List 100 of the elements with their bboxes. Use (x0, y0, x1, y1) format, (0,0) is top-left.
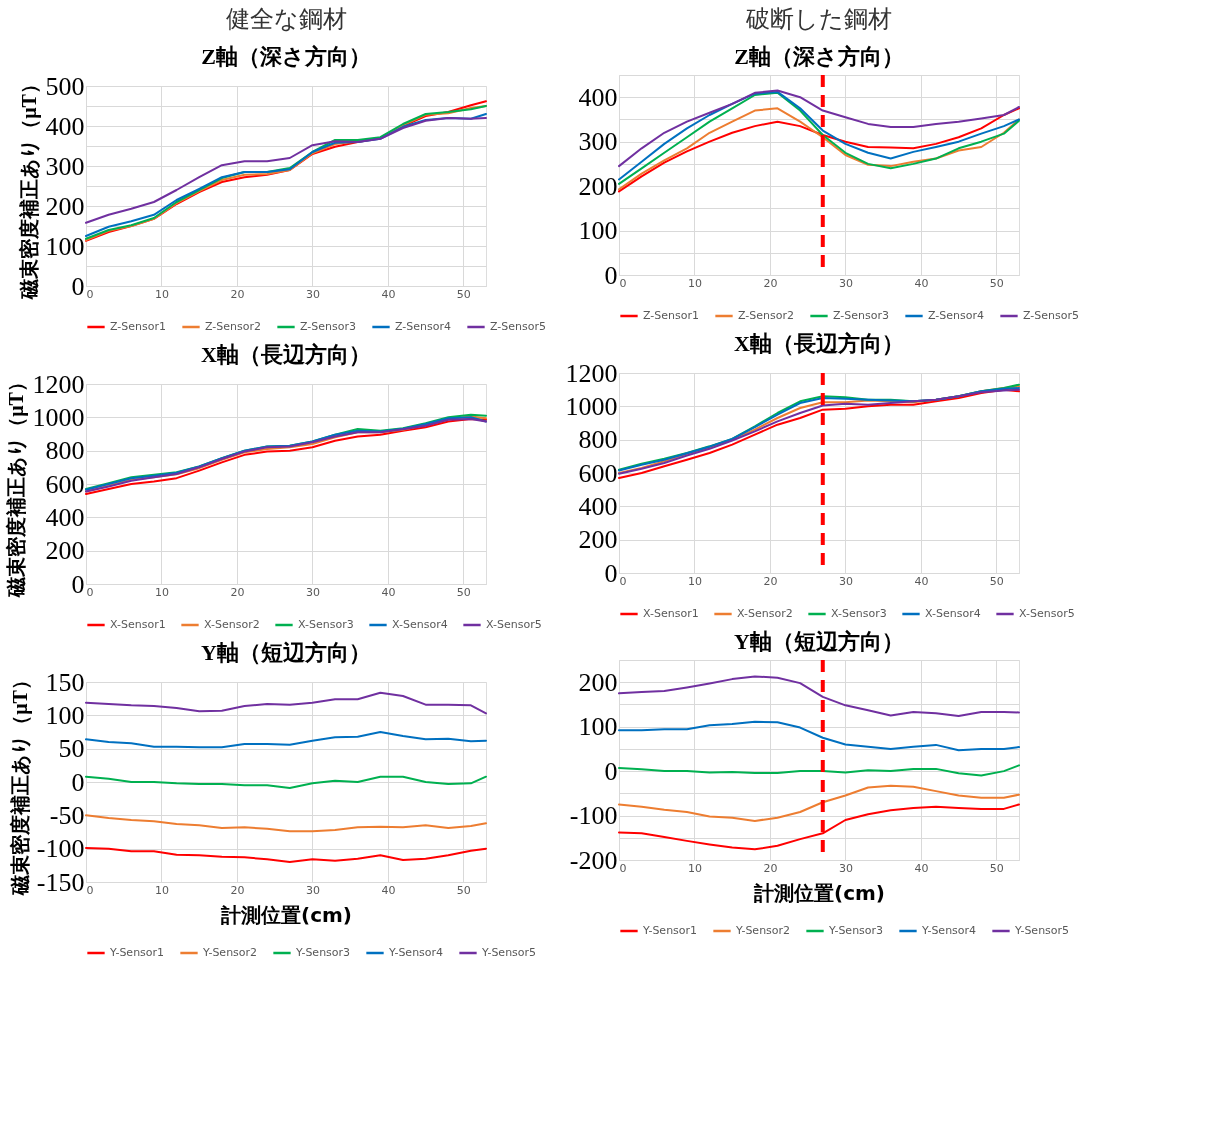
x-tick-label: 30 (838, 276, 853, 290)
y-tick-label: 1000 (565, 391, 618, 421)
x-axis-title: 計測位置(cm) (220, 902, 352, 927)
legend-label: Z-Sensor1 (110, 320, 167, 333)
chart-title: X軸（長辺方向） (734, 331, 904, 356)
y-tick-label: -100 (36, 834, 85, 864)
y-tick-label: 600 (578, 458, 618, 488)
y-axis-title: 磁束密度補正あり（μT） (4, 372, 28, 598)
x-tick-label: 30 (838, 574, 853, 588)
legend-label: X-Sensor2 (737, 607, 793, 620)
legend-label: X-Sensor4 (392, 618, 448, 631)
legend-label: X-Sensor2 (204, 618, 260, 631)
x-axis-title: 計測位置(cm) (753, 880, 885, 905)
y-tick-label: -100 (569, 801, 618, 831)
x-tick-label: 20 (230, 287, 245, 301)
y-tick-label: -50 (49, 800, 85, 830)
chart-title: Y軸（短辺方向） (201, 640, 371, 665)
y-tick-label: 400 (45, 111, 85, 141)
y-tick-label: 200 (578, 525, 618, 555)
y-tick-label: 300 (45, 151, 85, 181)
legend-label: X-Sensor4 (925, 607, 981, 620)
line-series (618, 720, 1020, 752)
line-series (85, 691, 487, 715)
y-tick-label: 100 (578, 216, 618, 246)
x-tick-label: 40 (914, 861, 929, 875)
legend-label: Y-Sensor4 (388, 946, 444, 959)
y-tick-label: 200 (578, 667, 618, 697)
legend-label: Z-Sensor4 (395, 320, 452, 333)
legend-label: Y-Sensor1 (642, 924, 698, 937)
chart-title: Z軸（深さ方向） (734, 44, 904, 69)
x-tick-label: 20 (763, 574, 778, 588)
line-series (85, 731, 487, 749)
x-tick-label: 40 (381, 585, 396, 599)
y-tick-label: 500 (45, 71, 85, 101)
chart-title: Z軸（深さ方向） (201, 44, 371, 69)
text: 健全な鋼材 (225, 6, 347, 32)
x-tick-label: 0 (619, 276, 627, 290)
x-tick-label: 20 (230, 585, 245, 599)
x-tick-label: 50 (456, 883, 471, 897)
y-axis-title: 磁束密度補正あり（μT） (8, 670, 32, 896)
y-tick-label: 50 (58, 734, 85, 764)
text: 破断した鋼材 (745, 6, 892, 32)
legend-label: Z-Sensor4 (928, 309, 985, 322)
y-tick-label: 150 (45, 667, 85, 697)
x-tick-label: 40 (381, 287, 396, 301)
legend-label: X-Sensor3 (831, 607, 887, 620)
line-series (85, 775, 487, 789)
legend-label: Z-Sensor5 (1023, 309, 1080, 322)
y-tick-label: -200 (569, 845, 618, 875)
legend-label: Y-Sensor1 (109, 946, 165, 959)
y-tick-label: 0 (604, 756, 618, 786)
x-tick-label: 50 (989, 861, 1004, 875)
legend-label: Y-Sensor2 (202, 946, 258, 959)
y-tick-label: 1000 (32, 402, 85, 432)
legend-label: Y-Sensor5 (1014, 924, 1070, 937)
x-tick-label: 10 (687, 276, 702, 290)
line-series (618, 784, 1020, 822)
x-tick-label: 50 (989, 574, 1004, 588)
x-tick-label: 40 (914, 574, 929, 588)
x-tick-label: 10 (154, 585, 169, 599)
y-tick-label: 0 (71, 767, 85, 797)
x-tick-label: 0 (86, 287, 94, 301)
x-tick-label: 30 (305, 287, 320, 301)
x-tick-label: 0 (619, 574, 627, 588)
x-tick-label: 20 (763, 276, 778, 290)
y-tick-label: 300 (578, 127, 618, 157)
x-tick-label: 50 (456, 287, 471, 301)
y-tick-label: 100 (45, 231, 85, 261)
x-tick-label: 10 (154, 287, 169, 301)
line-series (618, 764, 1020, 777)
legend-label: Y-Sensor5 (481, 946, 537, 959)
legend-label: Y-Sensor4 (921, 924, 977, 937)
legend-label: Y-Sensor3 (295, 946, 351, 959)
legend-label: Z-Sensor1 (643, 309, 700, 322)
x-tick-label: 50 (456, 585, 471, 599)
legend-label: X-Sensor5 (1019, 607, 1075, 620)
y-tick-label: 400 (578, 82, 618, 112)
line-series (85, 814, 487, 833)
y-tick-label: 800 (578, 425, 618, 455)
legend-label: Z-Sensor2 (738, 309, 795, 322)
line-series (85, 847, 487, 863)
x-tick-label: 40 (381, 883, 396, 897)
chart-title: Y軸（短辺方向） (734, 629, 904, 654)
x-tick-label: 20 (763, 861, 778, 875)
y-tick-label: 1200 (565, 358, 618, 388)
x-tick-label: 10 (687, 574, 702, 588)
x-tick-label: 10 (154, 883, 169, 897)
x-tick-label: 10 (687, 861, 702, 875)
legend-label: X-Sensor5 (486, 618, 542, 631)
y-tick-label: 400 (578, 491, 618, 521)
legend-label: Z-Sensor5 (490, 320, 547, 333)
x-tick-label: 30 (305, 585, 320, 599)
x-tick-label: 50 (989, 276, 1004, 290)
y-tick-label: 100 (45, 700, 85, 730)
y-tick-label: 200 (578, 171, 618, 201)
line-series (618, 89, 1020, 168)
y-tick-label: 600 (45, 469, 85, 499)
legend-label: X-Sensor1 (643, 607, 699, 620)
line-series (618, 675, 1020, 717)
x-tick-label: 20 (230, 883, 245, 897)
